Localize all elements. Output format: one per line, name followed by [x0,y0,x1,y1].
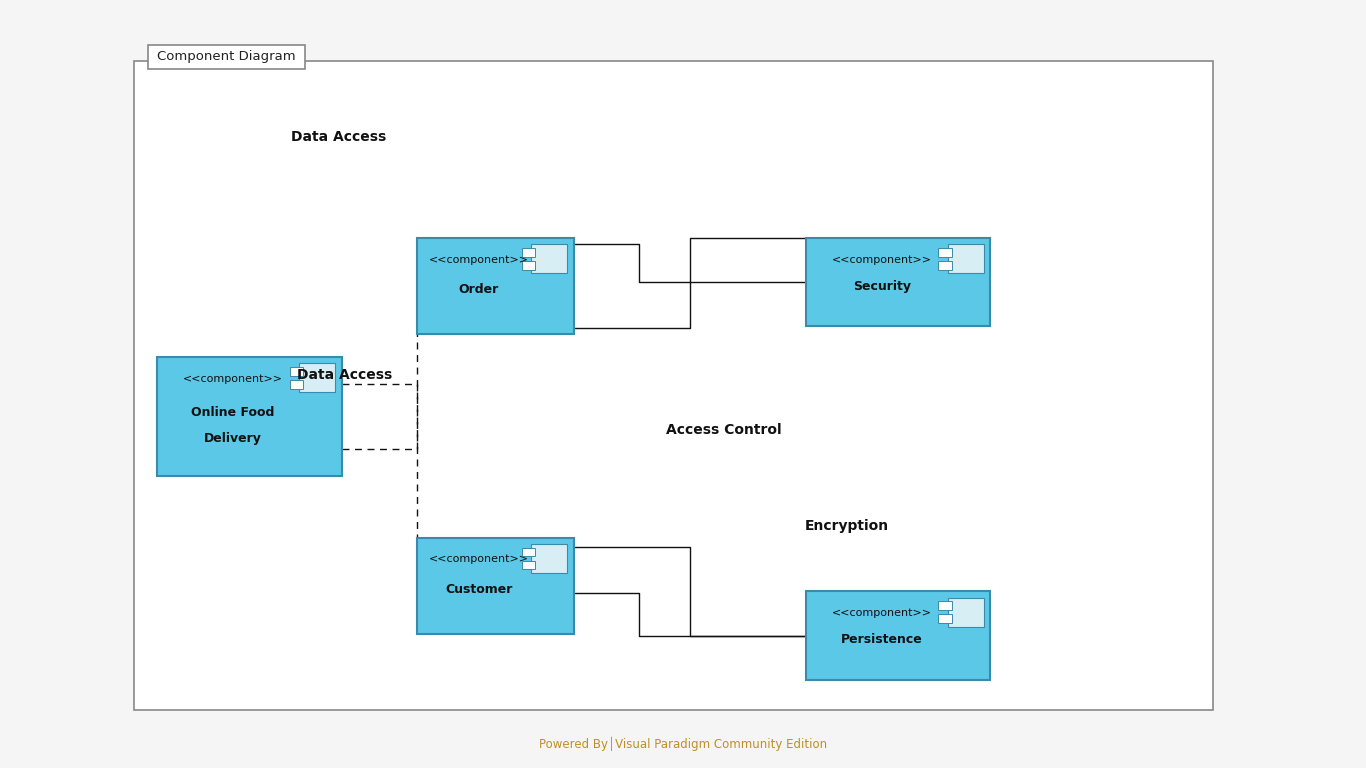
Bar [938,601,952,610]
Bar [417,238,574,334]
Text: Online Food: Online Food [191,406,275,419]
Bar [948,598,984,627]
Text: Data Access: Data Access [296,368,392,382]
Text: Customer: Customer [445,583,512,596]
Bar [522,261,535,270]
Text: Persistence: Persistence [841,633,922,646]
Bar [806,238,990,326]
Text: <<component>>: <<component>> [832,608,932,618]
Text: <<component>>: <<component>> [429,255,529,265]
Bar [938,614,952,623]
Bar [522,248,535,257]
Text: <<component>>: <<component>> [429,554,529,564]
Bar [522,561,535,569]
Text: Access Control: Access Control [667,423,781,437]
Bar [938,248,952,257]
Text: Data Access: Data Access [291,130,387,144]
Text: Encryption: Encryption [805,519,889,533]
Text: <<component>>: <<component>> [183,374,283,384]
Bar [290,367,303,376]
Bar [417,538,574,634]
Bar [299,363,335,392]
Text: Delivery: Delivery [204,432,262,445]
Bar [522,548,535,556]
Text: Security: Security [852,280,911,293]
Bar [806,591,990,680]
Bar [938,261,952,270]
Text: <<component>>: <<component>> [832,255,932,265]
Bar [290,380,303,389]
Bar [531,544,567,573]
Text: Powered By│Visual Paradigm Community Edition: Powered By│Visual Paradigm Community Edi… [540,737,826,750]
Bar [948,244,984,273]
Bar [157,357,342,476]
Bar [134,61,1213,710]
Text: Order: Order [459,283,499,296]
Bar [148,45,305,69]
Bar [531,244,567,273]
Text: Component Diagram: Component Diagram [157,51,295,63]
